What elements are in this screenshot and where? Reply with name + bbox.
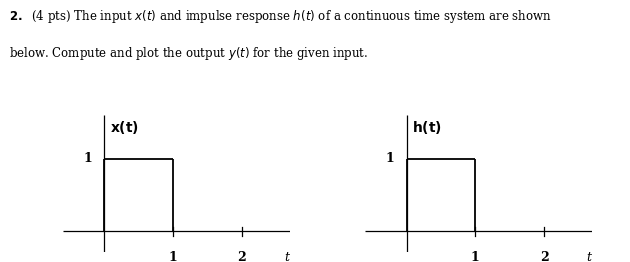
Text: 2: 2	[540, 251, 549, 262]
Text: below. Compute and plot the output $y(t)$ for the given input.: below. Compute and plot the output $y(t)…	[9, 45, 369, 62]
Text: t: t	[284, 251, 289, 262]
Text: 1: 1	[83, 152, 92, 165]
Text: 1: 1	[386, 152, 394, 165]
Text: $\mathbf{x(t)}$: $\mathbf{x(t)}$	[110, 119, 139, 136]
Text: 2: 2	[238, 251, 246, 262]
Text: 1: 1	[169, 251, 177, 262]
Text: $\mathbf{2.}$  (4 pts) The input $x(t)$ and impulse response $h(t)$ of a continu: $\mathbf{2.}$ (4 pts) The input $x(t)$ a…	[9, 8, 553, 25]
Text: t: t	[587, 251, 592, 262]
Text: 1: 1	[471, 251, 479, 262]
Text: $\mathbf{h(t)}$: $\mathbf{h(t)}$	[412, 119, 442, 136]
